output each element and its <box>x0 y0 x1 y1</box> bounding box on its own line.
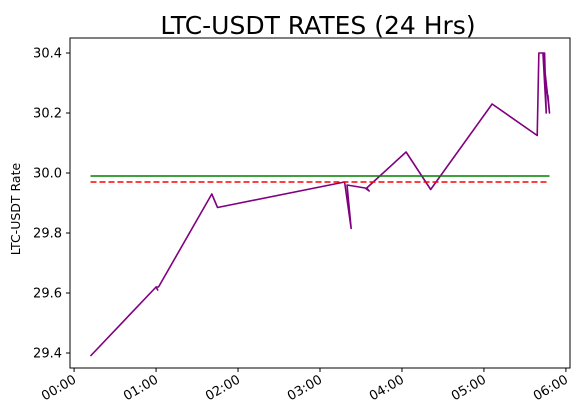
x-tick-label: 05:00 <box>449 372 489 404</box>
y-tick-label: 30.0 <box>33 167 62 182</box>
x-tick-label: 01:00 <box>121 372 161 404</box>
y-tick-label: 29.6 <box>33 287 62 302</box>
y-axis-label: LTC-USDT Rate <box>8 163 23 256</box>
x-tick-label: 04:00 <box>367 372 407 404</box>
x-tick-label: 02:00 <box>203 372 243 404</box>
x-tick-label: 03:00 <box>285 372 325 404</box>
y-tick-label: 30.2 <box>33 107 62 122</box>
series-line-0 <box>90 53 549 356</box>
plot-frame <box>70 38 570 368</box>
x-tick-label: 06:00 <box>531 372 571 404</box>
y-tick-label: 29.8 <box>33 227 62 242</box>
axis-layer: 29.4 29.6 29.8 30.0 30.2 30.4 00:00 01:00 02:00 0… <box>33 47 571 405</box>
series-layer <box>90 53 549 356</box>
y-tick-label: 30.4 <box>33 47 62 62</box>
chart-title: LTC-USDT RATES (24 Hrs) <box>160 11 475 40</box>
x-tick-label: 00:00 <box>39 372 79 404</box>
y-tick-label: 29.4 <box>33 347 62 362</box>
